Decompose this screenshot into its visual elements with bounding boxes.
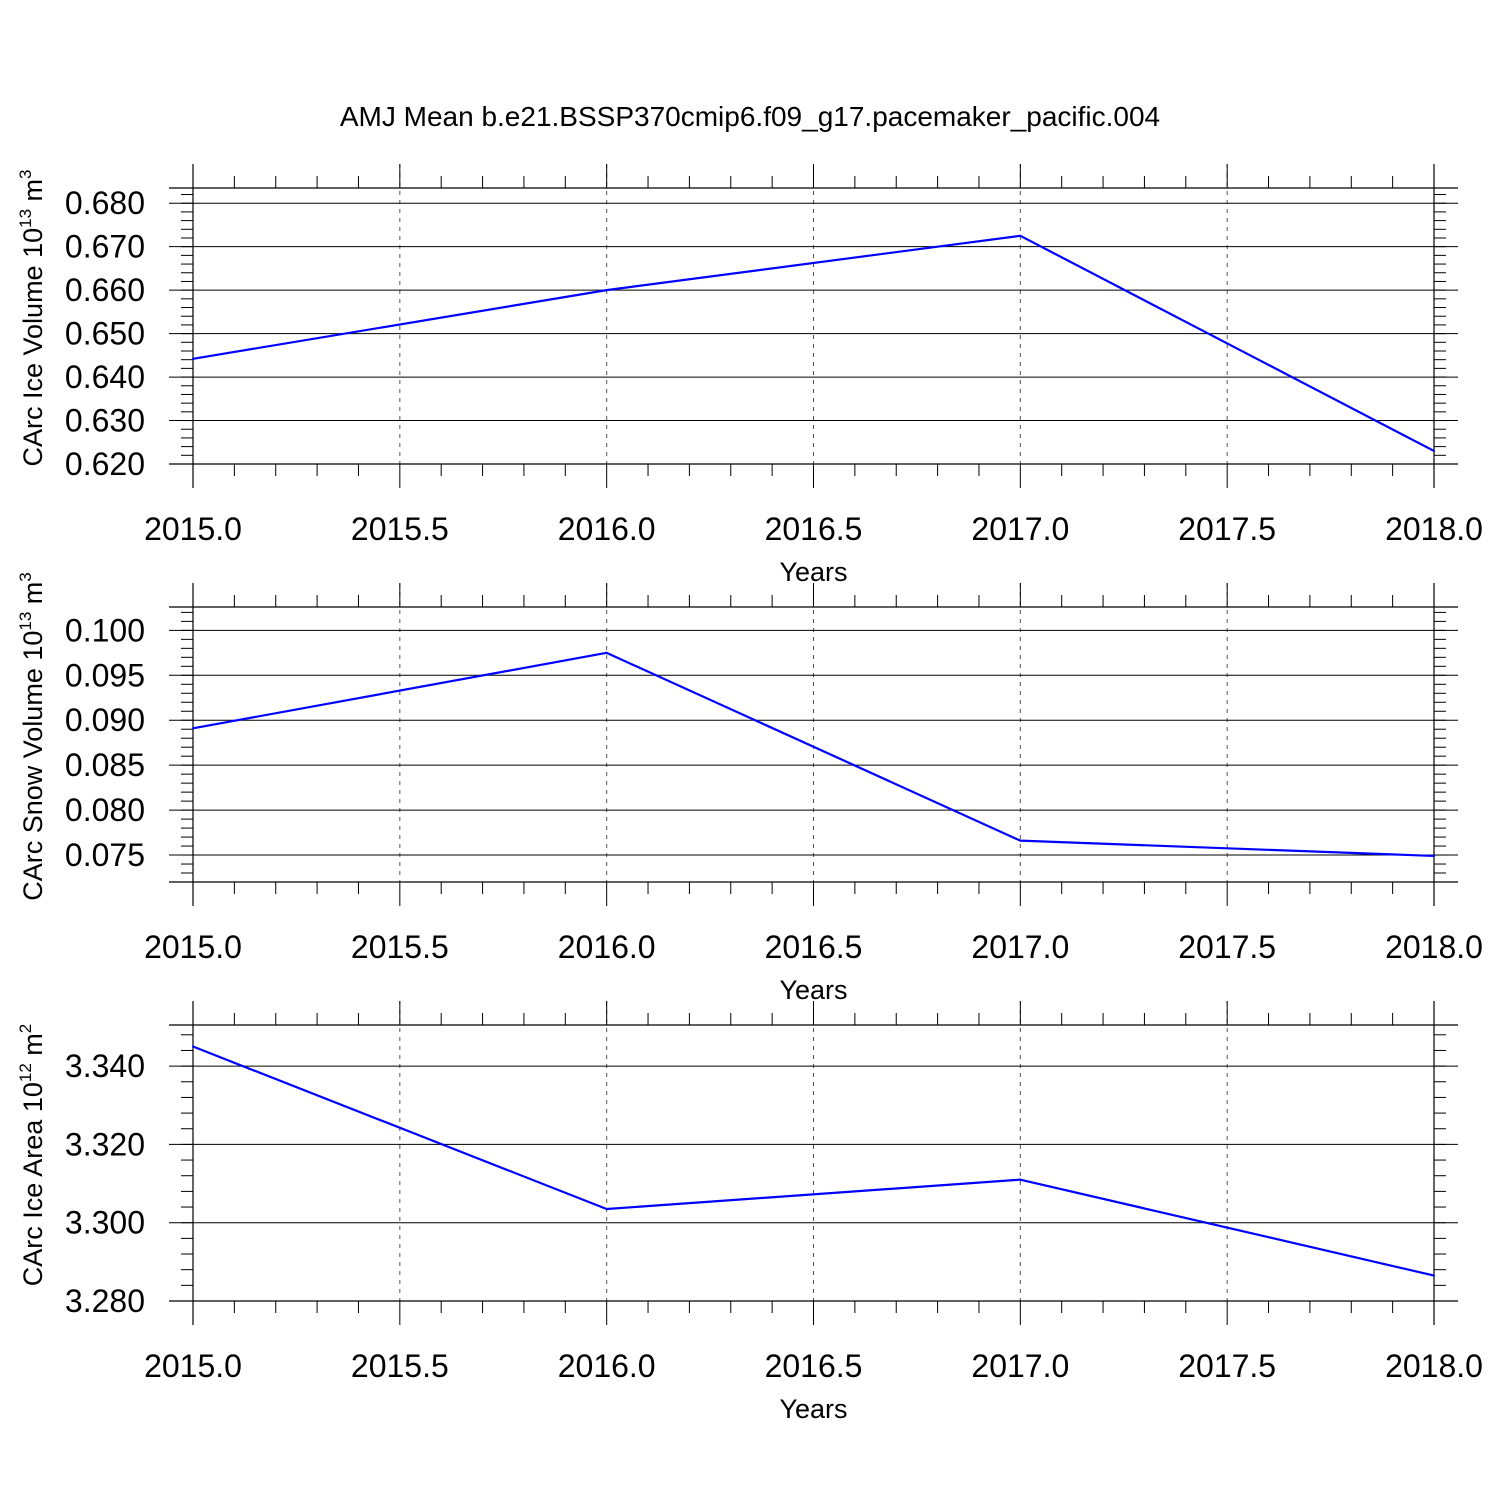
y-tick-label: 0.640 [65,359,145,395]
x-axis-title: Years [779,557,847,587]
data-point [1432,854,1436,858]
x-tick-label: 2016.0 [558,1348,656,1384]
x-tick-label: 2016.5 [765,929,863,965]
y-axis-title-text: m [18,1033,48,1063]
y-tick-label: 0.075 [65,837,145,873]
x-tick-label: 2017.5 [1178,1348,1276,1384]
data-point [1019,234,1022,237]
x-tick-label: 2015.0 [144,511,242,547]
x-tick-label: 2017.0 [971,511,1069,547]
y-axis-title-text: CArc Snow Volume 10 [18,631,48,901]
x-tick-label: 2018.0 [1385,929,1483,965]
x-tick-label: 2018.0 [1385,1348,1483,1384]
x-tick-label: 2016.5 [765,511,863,547]
data-point [1019,839,1022,842]
panel-1: 0.620 0.630 0.640 0.650 0.660 0.670 0.680 2015.… [16,164,1483,587]
panel-2: 0.075 0.080 0.085 0.090 0.095 0.100 2015.0 2015… [16,572,1483,1005]
x-tick-label: 2017.5 [1178,929,1276,965]
x-axis-title: Years [779,975,847,1005]
y-tick-label: 3.300 [65,1205,145,1241]
x-tick-label: 2018.0 [1385,511,1483,547]
y-tick-label: 0.660 [65,272,145,308]
x-tick-label: 2017.0 [971,1348,1069,1384]
data-point [605,289,608,292]
y-tick-label: 0.680 [65,185,145,221]
y-tick-label: 3.340 [65,1048,145,1084]
y-axis-title-superscript: 13 [16,612,35,631]
y-tick-label: 0.080 [65,792,145,828]
data-point [191,357,195,360]
series-line [192,234,1435,452]
y-tick-label: 0.100 [65,612,145,648]
data-point [191,727,195,730]
y-tick-label: 0.090 [65,702,145,738]
x-tick-label: 2015.5 [351,929,449,965]
x-tick-label: 2017.5 [1178,511,1276,547]
x-tick-label: 2015.0 [144,929,242,965]
y-axis-title-superscript: 3 [16,572,35,581]
x-axis-title: Years [779,1394,847,1424]
data-point [1432,449,1436,453]
x-tick-label: 2016.5 [765,1348,863,1384]
y-axis-title-superscript: 2 [16,1024,35,1033]
y-axis-title-text: CArc Ice Area 10 [18,1082,48,1286]
x-tick-label: 2015.0 [144,1348,242,1384]
y-axis-title-text: CArc Ice Volume 10 [18,228,48,467]
y-tick-label: 0.095 [65,657,145,693]
y-tick-label: 0.620 [65,446,145,482]
x-tick-label: 2016.0 [558,511,656,547]
x-tick-label: 2016.0 [558,929,656,965]
y-axis-title-superscript: 3 [16,169,35,178]
y-axis-title: CArc Ice Volume 1013 m3 [16,169,48,466]
data-point [1432,1274,1436,1277]
data-point [1019,1178,1022,1181]
data-point [605,1207,608,1211]
y-axis-title: CArc Ice Area 1012 m2 [16,1024,48,1287]
y-axis-title: CArc Snow Volume 1013 m3 [16,572,48,901]
y-tick-label: 0.085 [65,747,145,783]
y-axis-title-superscript: 13 [16,209,35,228]
y-axis-title-superscript: 12 [16,1063,35,1082]
x-tick-label: 2015.5 [351,1348,449,1384]
series-line [192,1045,1435,1277]
y-axis-title-text: m [18,582,48,612]
data-point [191,1045,195,1048]
y-tick-label: 0.650 [65,316,145,352]
data-point [605,651,608,654]
y-tick-label: 0.670 [65,229,145,265]
y-axis-title-text: m [18,179,48,209]
series-line [192,651,1435,858]
chart-title: AMJ Mean b.e21.BSSP370cmip6.f09_g17.pace… [340,101,1160,132]
y-tick-label: 3.280 [65,1283,145,1319]
y-tick-label: 3.320 [65,1126,145,1162]
panel-3: 3.280 3.300 3.320 3.340 2015.0 2015.5 2016.0 20… [16,1001,1483,1424]
y-tick-label: 0.630 [65,403,145,439]
x-tick-label: 2015.5 [351,511,449,547]
x-tick-label: 2017.0 [971,929,1069,965]
